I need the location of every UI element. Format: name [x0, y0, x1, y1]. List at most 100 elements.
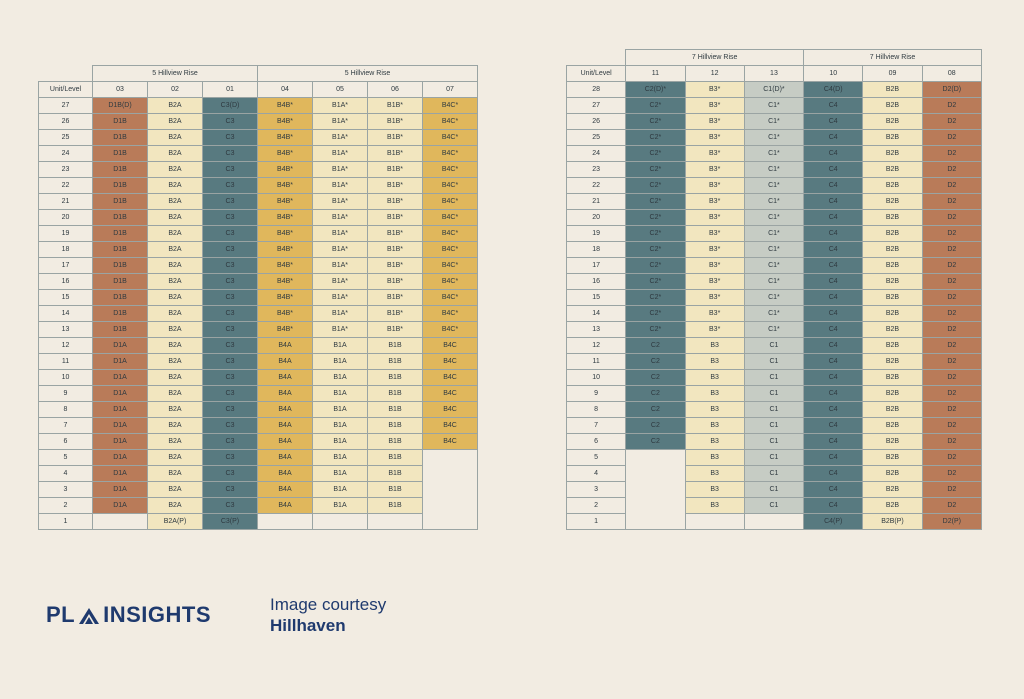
unit-cell: D2: [921, 289, 983, 306]
unit-cell: B1A*: [312, 161, 369, 178]
level-label: 7: [565, 417, 627, 434]
table-row: 15 C2* B3* C1* C4 B2B D2: [565, 289, 983, 306]
unit-cell: C4: [803, 257, 864, 274]
unit-cell: B1B: [367, 385, 424, 402]
level-label: 15: [38, 289, 93, 306]
unit-cell: B4B*: [257, 273, 314, 290]
unit-cell: B4C*: [422, 289, 479, 306]
level-label: 25: [38, 129, 93, 146]
level-label: 9: [38, 385, 93, 402]
unit-cell: B2A: [147, 193, 203, 210]
unit-cell: B3*: [684, 81, 745, 98]
logo-text-left: PL: [46, 602, 76, 627]
unit-cell: B2B: [862, 481, 923, 498]
unit-cell: B2B: [862, 449, 923, 466]
table-row: 16 D1B B2A C3 B4B* B1A* B1B* B4C*: [38, 273, 479, 290]
unit-cell: B2A: [147, 401, 203, 418]
unit-cell: C3: [201, 417, 259, 434]
unit-cell: B3: [684, 353, 745, 370]
unit-cell: D1B: [92, 193, 148, 210]
table-row: 5 D1A B2A C3 B4A B1A B1B: [38, 449, 479, 530]
table-row: 9 C2 B3 C1 C4 B2B D2: [565, 385, 983, 402]
unit-cell: B1B*: [367, 225, 424, 242]
unit-cell: D1A: [92, 337, 148, 354]
unit-cell: C2*: [625, 161, 686, 178]
unit-cell: C4: [803, 481, 864, 498]
unit-cell: D2: [921, 257, 983, 274]
table-row: 11 D1A B2A C3 B4A B1A B1B B4C: [38, 353, 479, 370]
level-label: 13: [565, 321, 627, 338]
unit-cell: C2*: [625, 305, 686, 322]
unit-cell: B2A: [147, 97, 203, 114]
unit-cell: B2B: [862, 209, 923, 226]
table-row: 11 C2 B3 C1 C4 B2B D2: [565, 353, 983, 370]
table-row: 13 C2* B3* C1* C4 B2B D2: [565, 321, 983, 338]
level-label: 16: [565, 273, 627, 290]
unit-cell: C2*: [625, 225, 686, 242]
unit-cell: B3*: [684, 145, 745, 162]
unit-cell: B3: [684, 481, 745, 498]
column-header: 07: [422, 81, 479, 98]
unit-cell: B4B*: [257, 193, 314, 210]
unit-cell: B1B: [367, 417, 424, 434]
level-label: 22: [565, 177, 627, 194]
unit-cell: C1*: [743, 225, 805, 242]
level-label: 27: [38, 97, 93, 114]
unit-cell: B2B: [862, 177, 923, 194]
unit-cell: B2B: [862, 113, 923, 130]
unit-cell: D1B: [92, 305, 148, 322]
unit-cell: B1B: [367, 465, 424, 482]
unit-cell: B2A: [147, 225, 203, 242]
unit-cell: C2: [625, 417, 686, 434]
unit-cell: C4: [803, 161, 864, 178]
table-row: 7 C2 B3 C1 C4 B2B D2: [565, 417, 983, 434]
unit-cell: B4C*: [422, 225, 479, 242]
level-label: 3: [565, 481, 627, 498]
unit-cell: D1A: [92, 497, 148, 514]
unit-cell: B1A*: [312, 177, 369, 194]
unit-cell: B2B: [862, 465, 923, 482]
unit-cell: B4A: [257, 417, 314, 434]
table-row: 10 C2 B3 C1 C4 B2B D2: [565, 369, 983, 386]
unit-cell: D2: [921, 369, 983, 386]
unit-cell: B3*: [684, 177, 745, 194]
column-header-row: Unit/Level 11 12 13 10 09 08: [565, 65, 983, 82]
unit-cell: D2: [921, 97, 983, 114]
unit-cell: B4C: [422, 385, 479, 402]
level-label: 25: [565, 129, 627, 146]
unit-cell: B2A: [147, 241, 203, 258]
unit-cell: B4B*: [257, 113, 314, 130]
level-label: 6: [38, 433, 93, 450]
unit-cell: C4: [803, 353, 864, 370]
unit-cell: C2: [625, 385, 686, 402]
unit-cell: C1: [743, 497, 805, 514]
unit-cell: B1B: [367, 433, 424, 450]
level-label: 20: [38, 209, 93, 226]
unit-cell: D2(D): [921, 81, 983, 98]
unit-cell: B3*: [684, 193, 745, 210]
level-label: 19: [565, 225, 627, 242]
unit-cell: B3*: [684, 241, 745, 258]
level-label: 12: [565, 337, 627, 354]
unit-cell: B4A: [257, 385, 314, 402]
unit-cell: B3*: [684, 257, 745, 274]
unit-cell: D1A: [92, 465, 148, 482]
level-label: 19: [38, 225, 93, 242]
level-label: 23: [565, 161, 627, 178]
unit-cell: B4B*: [257, 209, 314, 226]
column-header: 04: [257, 81, 314, 98]
unit-cell: D1B: [92, 209, 148, 226]
unit-cell: B2A: [147, 257, 203, 274]
unit-cell: C3: [201, 465, 259, 482]
unit-cell: B1B*: [367, 161, 424, 178]
unit-cell: [684, 513, 745, 530]
unit-cell: B1A: [312, 497, 369, 514]
unit-cell: B4C*: [422, 273, 479, 290]
unit-cell: D1B: [92, 321, 148, 338]
unit-cell: C3: [201, 241, 259, 258]
unit-cell: C4: [803, 209, 864, 226]
unit-cell: D2: [921, 129, 983, 146]
unit-cell: B2A: [147, 177, 203, 194]
unit-cell: C2: [625, 369, 686, 386]
unit-cell: B1B: [367, 449, 424, 466]
